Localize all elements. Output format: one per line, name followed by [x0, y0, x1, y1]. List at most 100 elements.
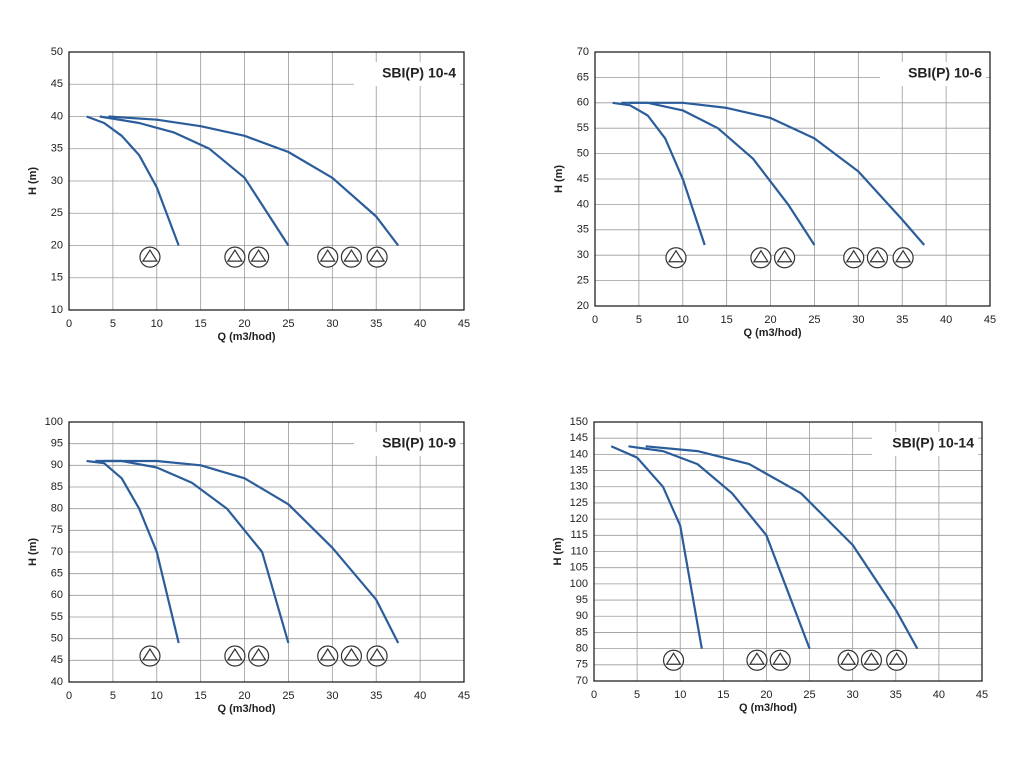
y-tick-label: 70 [577, 46, 589, 58]
x-axis-label: Q (m3/hod) [743, 327, 801, 339]
pump-icon-triangle [141, 248, 159, 262]
x-tick-label: 5 [110, 690, 116, 702]
pump-icon-triangle [895, 249, 912, 263]
x-tick-label: 45 [976, 689, 988, 701]
pump-icon-triangle [369, 248, 386, 262]
y-tick-label: 60 [577, 97, 589, 109]
x-tick-label: 45 [984, 314, 996, 326]
pump-icon [746, 649, 768, 671]
x-tick-label: 0 [66, 690, 72, 702]
pump-curve [610, 445, 703, 649]
pump-icon [892, 247, 914, 269]
pump-icon [843, 247, 865, 269]
y-tick-label: 100 [570, 578, 588, 590]
y-tick-label: 55 [577, 122, 589, 134]
pump-icon-triangle [752, 249, 769, 263]
y-tick-label: 125 [570, 497, 588, 509]
pump-icon [665, 247, 687, 269]
x-tick-label: 15 [195, 690, 207, 702]
pump-icon [886, 649, 908, 671]
y-tick-label: 25 [577, 275, 589, 287]
x-tick-label: 35 [896, 314, 908, 326]
pump-icon-triangle [343, 248, 360, 262]
y-tick-label: 135 [570, 464, 588, 476]
pump-curve [645, 445, 919, 650]
pump-icon [317, 645, 339, 667]
y-tick-label: 40 [51, 676, 63, 688]
pump-icon [224, 645, 246, 667]
x-tick-label: 5 [634, 689, 640, 701]
pump-icon-triangle [141, 647, 159, 661]
plot-frame [68, 51, 465, 311]
x-tick-label: 25 [803, 689, 815, 701]
pump-icon-triangle [226, 248, 243, 262]
pump-icon-triangle [888, 652, 905, 665]
y-tick-label: 65 [577, 71, 589, 83]
pump-icon [769, 649, 791, 671]
x-tick-label: 45 [458, 690, 470, 702]
x-tick-label: 20 [764, 314, 776, 326]
y-tick-label: 20 [577, 300, 589, 312]
pump-icon-triangle [226, 647, 243, 661]
y-tick-label: 105 [570, 562, 588, 574]
y-tick-label: 25 [51, 207, 63, 219]
y-tick-label: 90 [51, 459, 63, 471]
y-tick-label: 65 [51, 568, 63, 580]
pump-icon-triangle [369, 647, 386, 661]
pump-icon-triangle [869, 249, 886, 263]
y-tick-label: 35 [577, 224, 589, 236]
x-tick-label: 25 [808, 314, 820, 326]
y-tick-label: 50 [577, 148, 589, 160]
y-tick-label: 85 [576, 626, 588, 638]
pump-icon [750, 247, 772, 269]
y-tick-label: 50 [51, 633, 63, 645]
pump-curve [630, 101, 926, 246]
pump-icon-triangle [319, 647, 336, 661]
pump-icon-triangle [863, 652, 880, 665]
pump-icon [866, 247, 889, 269]
pump-icon [317, 246, 339, 268]
x-tick-label: 5 [636, 314, 642, 326]
pump-curve [612, 101, 706, 246]
pump-curve [628, 445, 811, 649]
y-tick-label: 45 [51, 78, 63, 90]
pump-icon-triangle [319, 248, 336, 262]
y-tick-label: 40 [577, 198, 589, 210]
plot-frame [68, 421, 465, 683]
x-tick-label: 30 [847, 689, 859, 701]
pump-icon [366, 645, 388, 667]
x-tick-label: 25 [282, 690, 294, 702]
pump-icon [139, 246, 161, 268]
pump-icon-triangle [343, 647, 360, 661]
y-tick-label: 10 [51, 304, 63, 316]
x-tick-label: 25 [282, 318, 294, 330]
y-tick-label: 55 [51, 611, 63, 623]
x-tick-label: 20 [238, 690, 250, 702]
title-box [354, 432, 460, 456]
y-tick-label: 140 [570, 448, 588, 460]
pump-icon [248, 645, 270, 667]
pump-curve [86, 459, 180, 644]
title-box [880, 62, 986, 86]
y-tick-label: 145 [570, 432, 588, 444]
x-tick-label: 40 [933, 689, 945, 701]
x-tick-label: 10 [151, 690, 163, 702]
pump-icon-triangle [772, 652, 789, 665]
x-tick-label: 30 [852, 314, 864, 326]
x-tick-label: 30 [326, 690, 338, 702]
y-tick-label: 80 [576, 643, 588, 655]
y-tick-label: 115 [570, 529, 588, 541]
plot-frame [593, 421, 983, 682]
x-tick-label: 40 [414, 690, 426, 702]
y-axis-label: H (m) [27, 167, 39, 195]
y-tick-label: 75 [576, 659, 588, 671]
y-tick-label: 80 [51, 503, 63, 515]
chart-title: SBI(P) 10-6 [908, 65, 982, 81]
pump-icon-triangle [250, 647, 267, 661]
x-axis-label: Q (m3/hod) [217, 703, 275, 715]
y-axis-label: H (m) [552, 537, 564, 565]
pump-icon [340, 246, 363, 268]
y-tick-label: 50 [51, 46, 63, 58]
pump-icon [860, 649, 883, 671]
y-tick-label: 120 [570, 513, 588, 525]
